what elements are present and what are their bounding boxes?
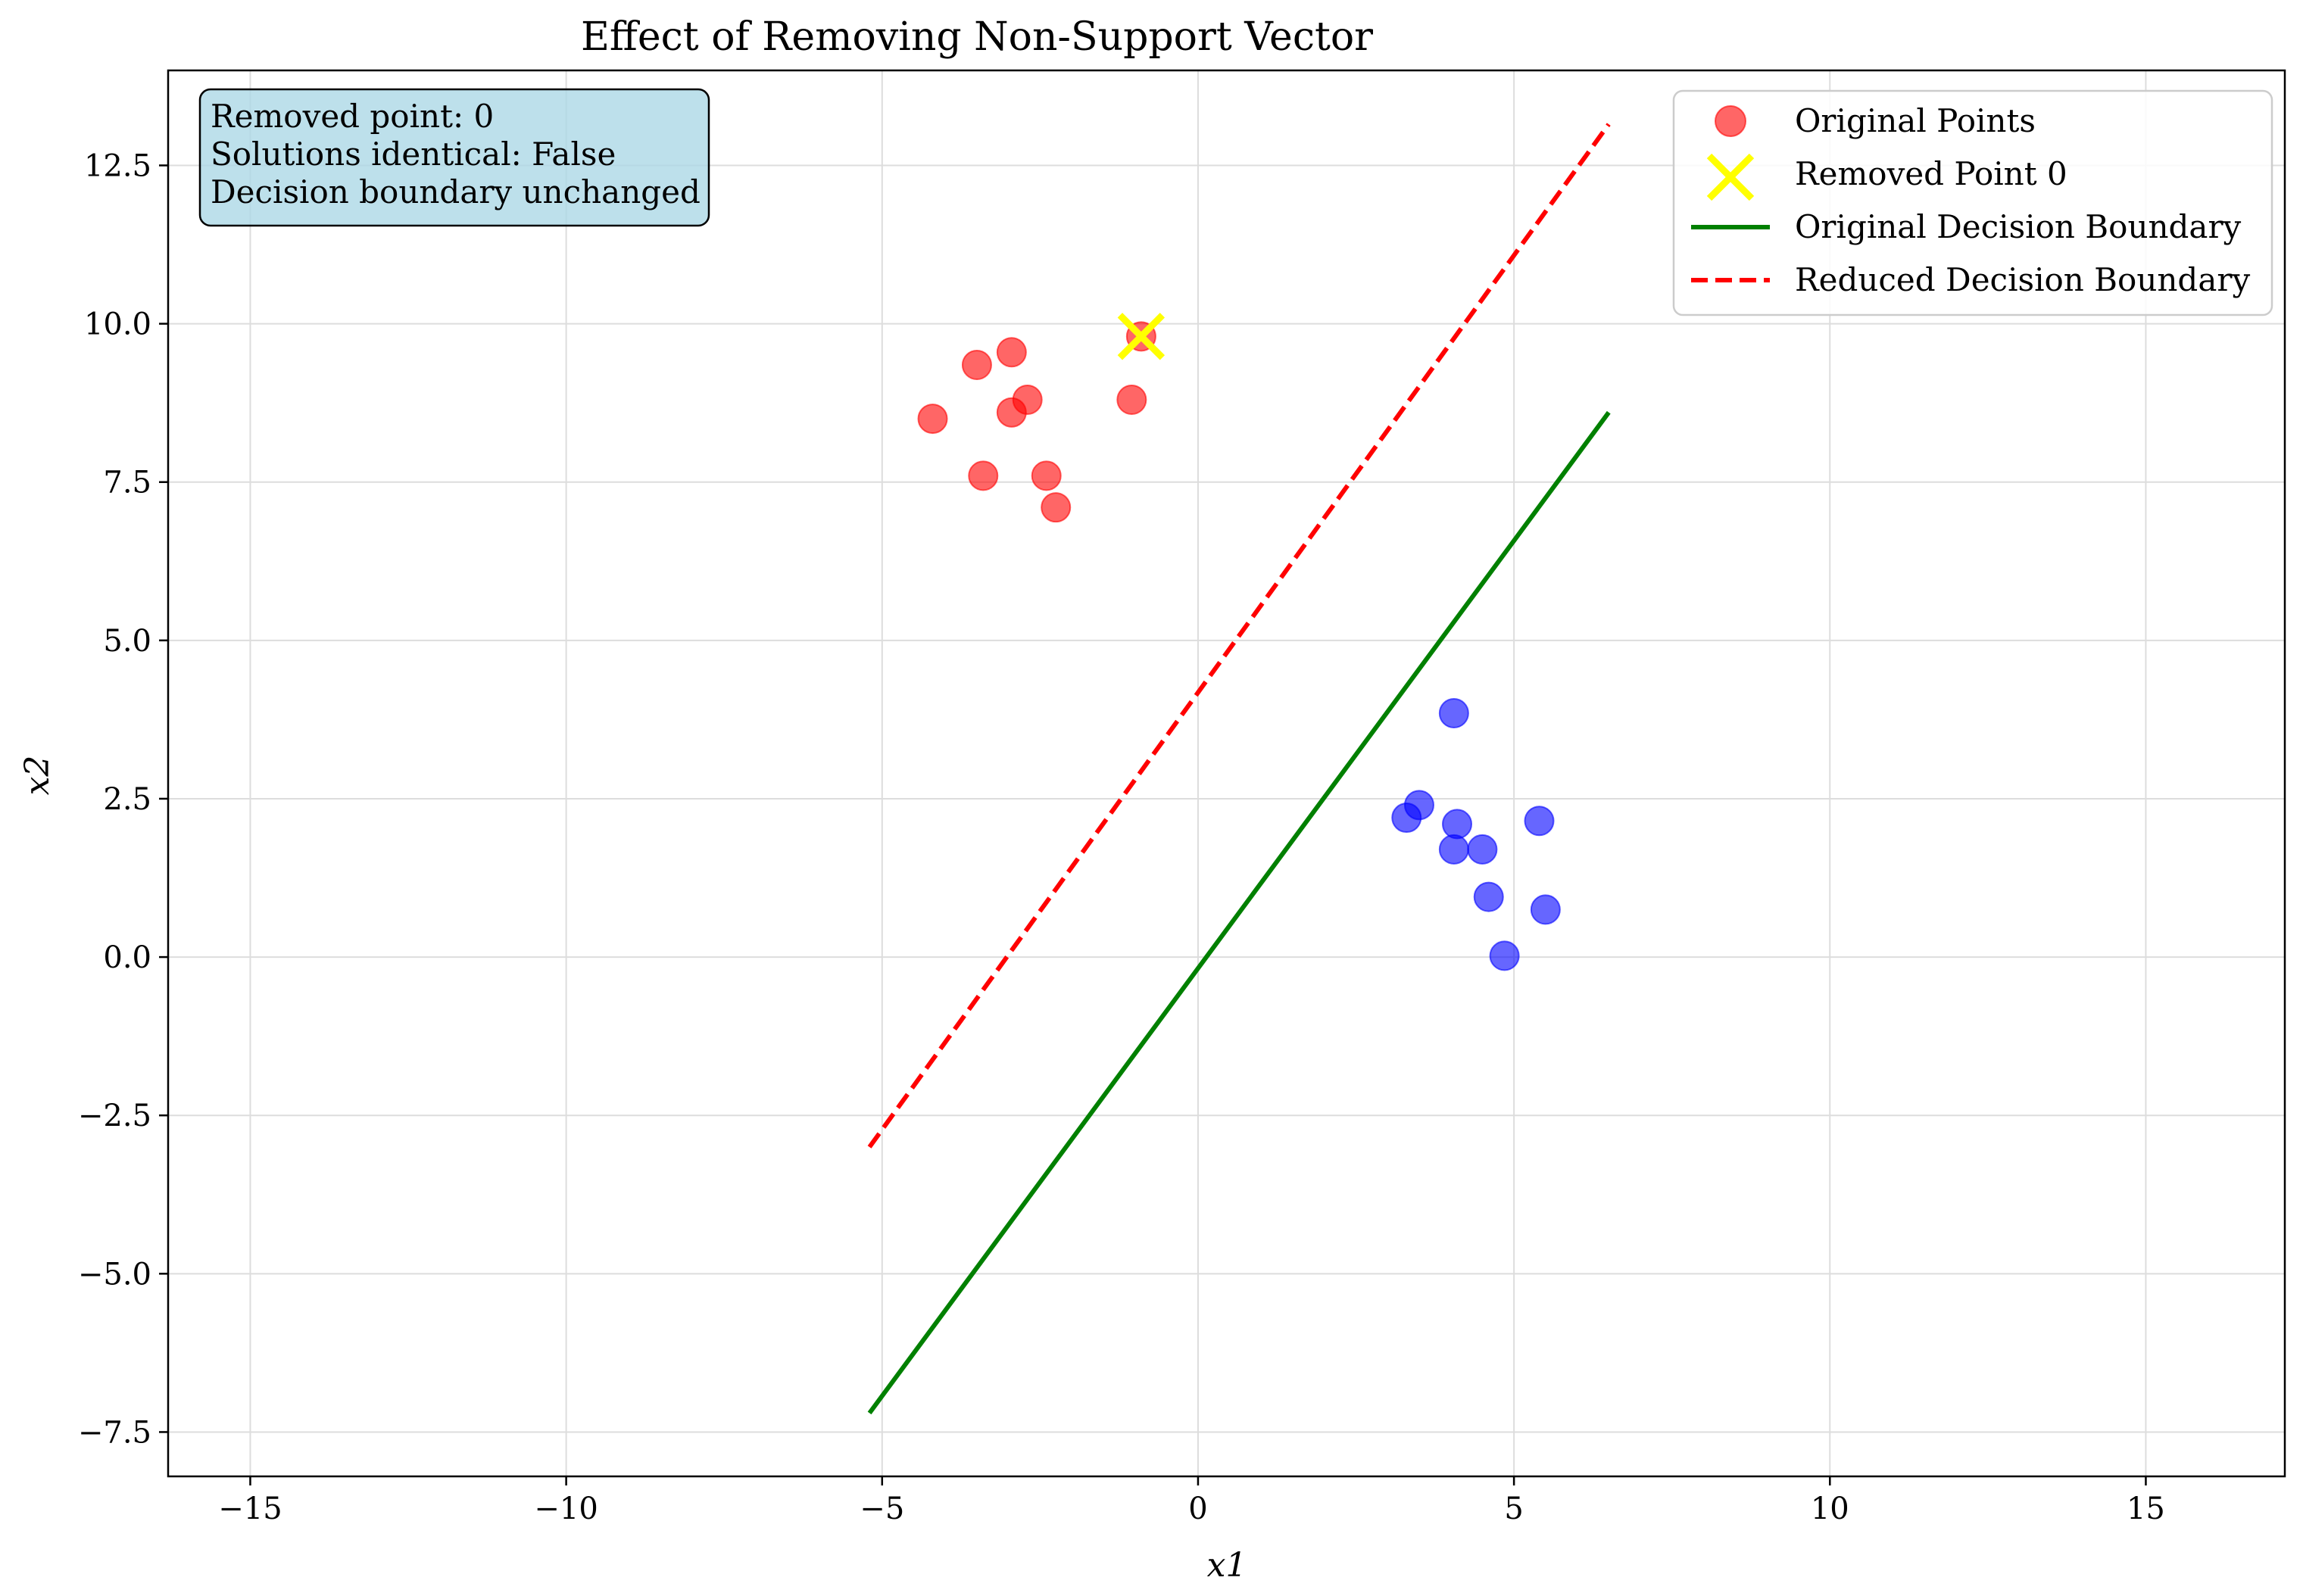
annotation-line-identical: Solutions identical: False	[211, 136, 616, 173]
y-tick-label: 10.0	[84, 307, 151, 342]
legend-label-original-boundary: Original Decision Boundary	[1795, 208, 2242, 245]
annotation-line-removed: Removed point: 0	[211, 98, 494, 135]
point-class-blue	[1403, 790, 1434, 821]
point-class-blue	[1524, 806, 1555, 837]
point-class-blue	[1489, 940, 1520, 971]
y-tick-label: 7.5	[103, 466, 151, 500]
point-class-red	[1116, 384, 1147, 415]
legend: Original Points Removed Point 0 Original…	[1672, 89, 2273, 316]
point-class-blue	[1438, 698, 1469, 729]
axis-ticks: −15 −10 −5 0 5 10 15 −7.5 −5.0 −2.5 0.0 2.5 5.0 7.5 10…	[78, 148, 2165, 1526]
x-tick-label: 15	[2127, 1492, 2165, 1526]
reduced-decision-boundary	[867, 123, 1611, 1149]
point-class-blue	[1530, 894, 1561, 925]
removed-point-marker	[1117, 313, 1166, 360]
legend-swatch-original-points	[1715, 105, 1746, 137]
boundary-lines	[867, 123, 1611, 1415]
y-axis-label: x2	[18, 756, 57, 796]
x-tick-label: 0	[1188, 1492, 1207, 1526]
point-class-blue	[1442, 809, 1473, 840]
point-class-blue	[1438, 834, 1469, 865]
y-tick-label: −7.5	[78, 1415, 151, 1450]
point-class-red	[961, 349, 992, 380]
annotation-background	[198, 88, 710, 227]
annotation-box: Removed point: 0 Solutions identical: Fa…	[198, 88, 710, 227]
x-tick-label: 10	[1811, 1492, 1849, 1526]
legend-label-original-points: Original Points	[1795, 102, 2036, 139]
x-tick-label: −10	[534, 1492, 598, 1526]
annotation-line-boundary: Decision boundary unchanged	[211, 173, 701, 210]
x-tick-label: 5	[1504, 1492, 1523, 1526]
point-class-red	[968, 460, 999, 491]
y-tick-label: 0.0	[103, 940, 151, 975]
y-tick-label: 2.5	[103, 782, 151, 817]
y-tick-label: 12.5	[84, 148, 151, 183]
legend-label-reduced-boundary: Reduced Decision Boundary	[1795, 261, 2250, 298]
point-class-red	[1041, 492, 1072, 523]
point-class-blue	[1467, 834, 1498, 865]
legend-label-removed-point: Removed Point 0	[1795, 155, 2067, 192]
point-class-red	[1031, 460, 1062, 491]
point-class-red	[917, 404, 948, 435]
x-tick-label: −15	[218, 1492, 282, 1526]
y-tick-label: 5.0	[103, 624, 151, 659]
removed-point-markers	[1117, 313, 1166, 360]
point-class-blue	[1473, 881, 1504, 912]
legend-background	[1672, 89, 2273, 316]
point-class-red	[996, 337, 1027, 368]
x-axis-label: x1	[1207, 1546, 1247, 1585]
point-class-red	[996, 397, 1027, 428]
original-decision-boundary	[867, 410, 1611, 1415]
removed-point-stroke	[1117, 313, 1166, 360]
data-points	[917, 321, 1561, 971]
y-tick-label: −2.5	[78, 1099, 151, 1133]
x-tick-label: −5	[860, 1492, 904, 1526]
chart-title: Effect of Removing Non-Support Vector	[581, 14, 1373, 60]
plot-frame	[167, 69, 2286, 1478]
legend-swatch-removed-point	[1706, 153, 1755, 201]
y-tick-label: −5.0	[78, 1257, 151, 1292]
